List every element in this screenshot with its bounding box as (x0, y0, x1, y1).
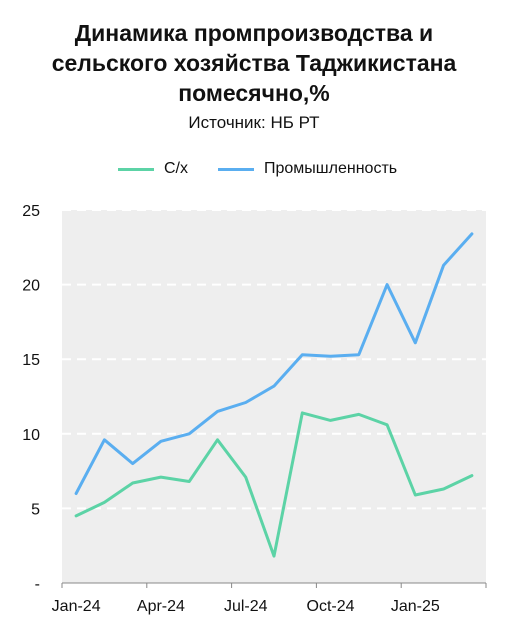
chart-title-line-3: помесячно,% (178, 80, 330, 106)
y-tick-label: 5 (31, 501, 40, 518)
y-tick-label: - (35, 576, 40, 593)
chart-title: Динамика промпроизводства и сельского хо… (0, 18, 508, 108)
legend-swatch-agriculture (118, 167, 154, 171)
series-line-industry (74, 232, 474, 495)
y-tick-label: 25 (22, 203, 40, 220)
chart-title-line-2: сельского хозяйства Таджикистана (51, 50, 457, 76)
legend-item-industry: Промышленность (218, 160, 397, 178)
x-tick-label: Oct-24 (307, 598, 355, 615)
x-tick-label: Jan-24 (52, 598, 101, 615)
series-line-agriculture (74, 411, 474, 558)
plot-area (62, 210, 486, 583)
y-tick-label: 20 (22, 278, 40, 295)
chart-title-line-1: Динамика промпроизводства и (74, 20, 434, 46)
x-tick-label: Apr-24 (137, 598, 185, 615)
legend-label-agriculture: С/х (164, 160, 188, 177)
chart-subtitle: Источник: НБ РТ (188, 113, 320, 132)
y-tick-label: 15 (22, 352, 40, 369)
legend: С/х Промышленность (0, 160, 508, 180)
x-tick-label: Jan-25 (391, 598, 440, 615)
legend-item-agriculture: С/х (118, 160, 188, 178)
legend-swatch-industry (218, 167, 254, 171)
y-tick-label: 10 (22, 427, 40, 444)
x-tick-label: Jul-24 (224, 598, 268, 615)
legend-label-industry: Промышленность (264, 160, 398, 177)
